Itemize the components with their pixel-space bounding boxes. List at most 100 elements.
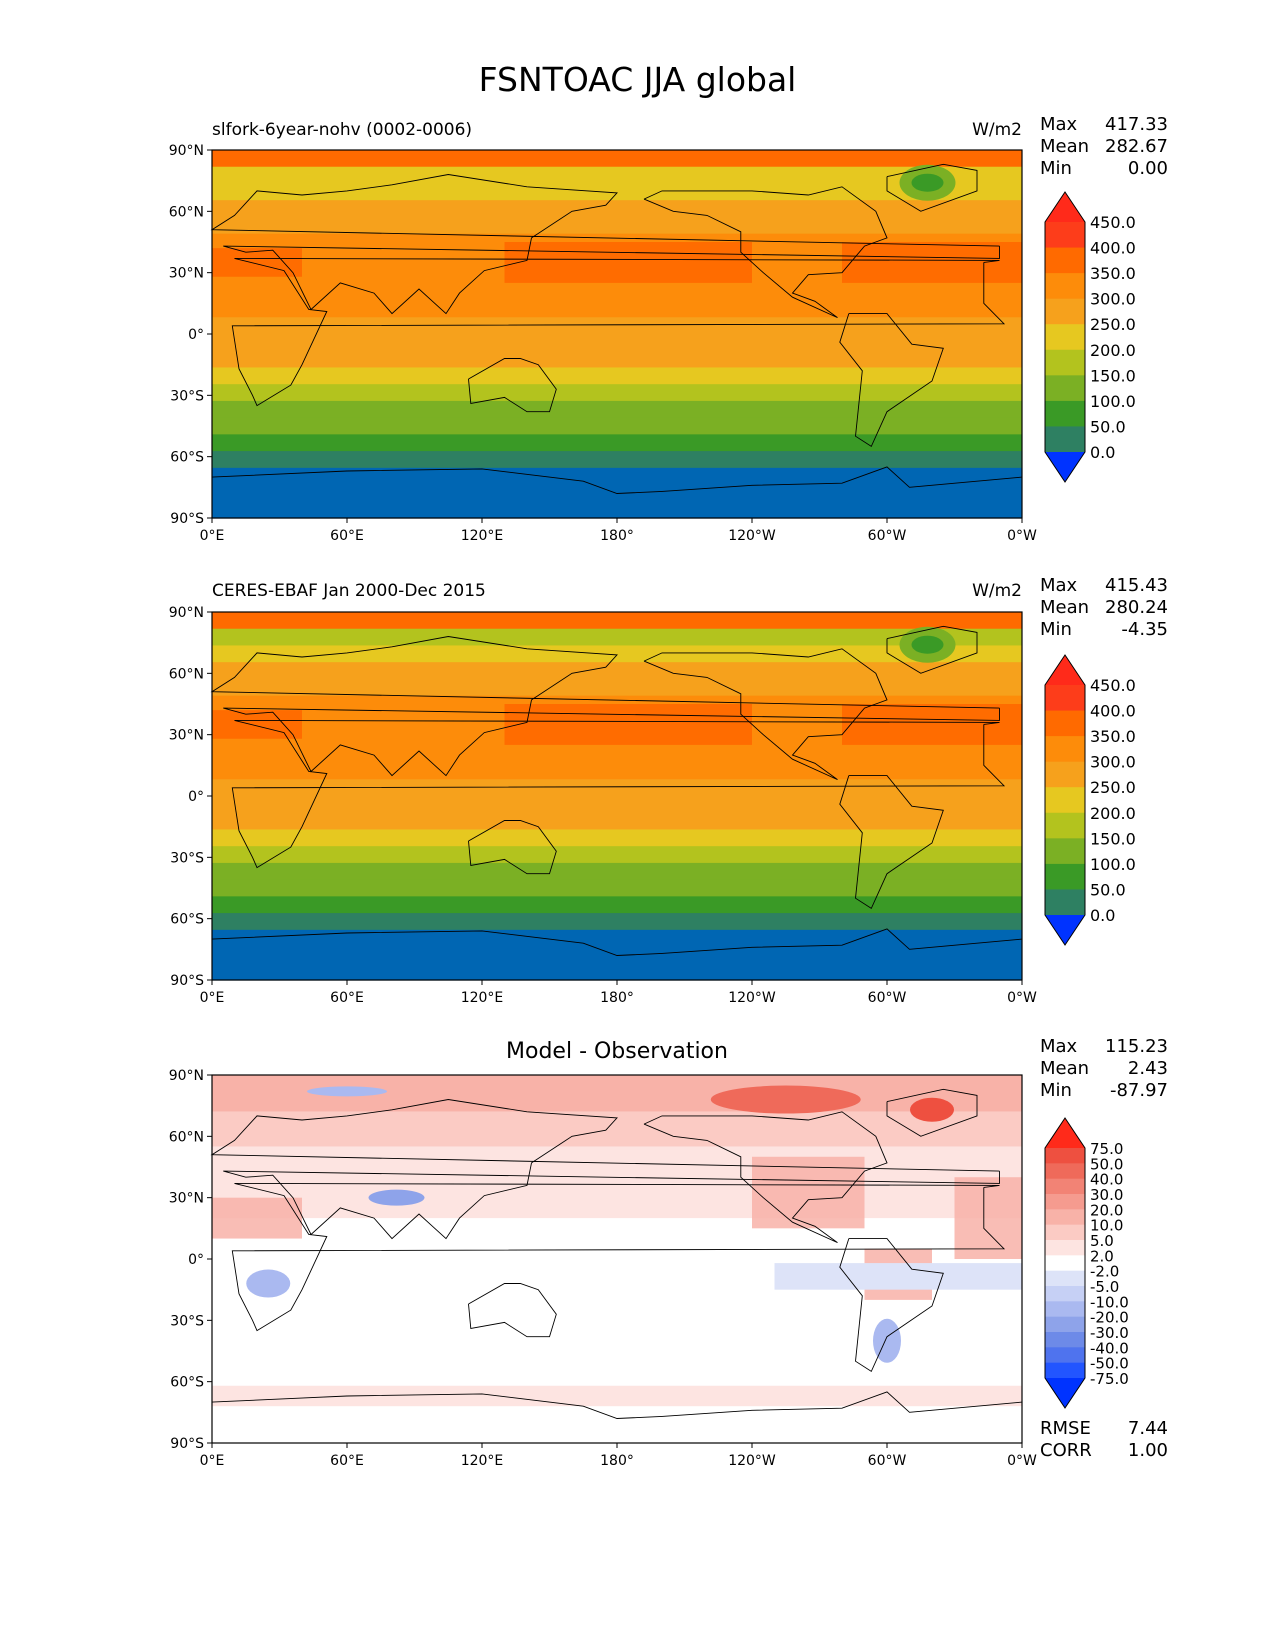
panel3-ytick-label: 0° bbox=[188, 1252, 204, 1268]
panel2-band bbox=[212, 812, 1022, 831]
panel1-band bbox=[212, 317, 1022, 335]
panel1-colorbar-label: 0.0 bbox=[1090, 443, 1115, 462]
panel3-colorbar-outline bbox=[1044, 1117, 1086, 1409]
panel2-ytick-label: 60°N bbox=[169, 666, 204, 682]
panel2-ytick-label: 60°S bbox=[170, 912, 204, 928]
panel1-coastline bbox=[231, 257, 1006, 407]
panel3-colorbar-label: -30.0 bbox=[1090, 1324, 1129, 1342]
panel1-colorbar-label: 400.0 bbox=[1090, 239, 1136, 258]
panel2-xtick-label: 120°W bbox=[728, 990, 776, 1006]
panel1-colorbar-segment bbox=[1045, 400, 1085, 427]
panel2-band bbox=[212, 963, 1022, 981]
panel3-ytick-label: 90°N bbox=[169, 1068, 204, 1084]
panel1-band bbox=[212, 451, 1022, 469]
panel1-band bbox=[212, 200, 1022, 218]
panel3-colorbar-label: 5.0 bbox=[1090, 1232, 1114, 1250]
panel2-min-value: -4.35 bbox=[1121, 619, 1168, 640]
panel1-max-value: 417.33 bbox=[1105, 114, 1168, 135]
panel3-corr-label: CORR bbox=[1040, 1440, 1092, 1461]
panel2-xtick-label: 120°E bbox=[461, 990, 504, 1006]
panel1-colorbar-label: 350.0 bbox=[1090, 264, 1136, 283]
panel2-ytick-label: 0° bbox=[188, 789, 204, 805]
panel3-xtick-label: 0°E bbox=[200, 1453, 225, 1469]
panel2-colorbar-segment bbox=[1045, 787, 1085, 814]
panel2-band bbox=[212, 628, 1022, 647]
panel2-coastline bbox=[643, 648, 888, 781]
panel2-colorbar-segment bbox=[1045, 812, 1085, 839]
panel1-colorbar-segment bbox=[1045, 349, 1085, 376]
panel2-warm-patch bbox=[504, 704, 752, 745]
panel3-coastline bbox=[839, 1238, 944, 1373]
panel1-min-label: Min bbox=[1040, 158, 1072, 179]
panel2-band bbox=[212, 913, 1022, 931]
panel2-colorbar-label: 350.0 bbox=[1090, 727, 1136, 746]
panel3-colorbar-label: -20.0 bbox=[1090, 1309, 1129, 1327]
panel2-coastline bbox=[886, 625, 978, 674]
panel3-colorbar-label: -75.0 bbox=[1090, 1370, 1129, 1388]
panel2-colorbar-label: 250.0 bbox=[1090, 778, 1136, 797]
panel2-colorbar-segment bbox=[1045, 761, 1085, 788]
panel2-ytick-label: 30°S bbox=[170, 850, 204, 866]
panel3-colorbar-label: 75.0 bbox=[1090, 1140, 1123, 1158]
panel2-colorbar-label: 400.0 bbox=[1090, 702, 1136, 721]
panel3-tibet-negative bbox=[368, 1189, 425, 1206]
panel1-mean-label: Mean bbox=[1040, 136, 1090, 157]
panel3-colorbar-label: 20.0 bbox=[1090, 1201, 1123, 1219]
panel1-colorbar-label: 50.0 bbox=[1090, 417, 1126, 436]
panel1-ytick-label: 90°N bbox=[169, 143, 204, 159]
panel3-colorbar-segment bbox=[1045, 1163, 1085, 1180]
panel1-mean-value: 282.67 bbox=[1105, 136, 1168, 157]
panel2-xtick-label: 0°W bbox=[1007, 990, 1037, 1006]
panel3-colorbar-label: -2.0 bbox=[1090, 1263, 1119, 1281]
panel2-colorbar-segment bbox=[1045, 838, 1085, 865]
panel2-coastline bbox=[210, 636, 1000, 777]
panel2-greenland-core bbox=[911, 635, 944, 654]
panel2-colorbar-bottom-extend bbox=[1045, 915, 1085, 945]
panel1-band bbox=[212, 300, 1022, 318]
panel2-colorbar-label: 0.0 bbox=[1090, 906, 1115, 925]
panel2-stats: Max 415.43 Mean 280.24 Min -4.35 bbox=[1040, 575, 1168, 641]
panel3-metrics: RMSE 7.44 CORR 1.00 bbox=[1040, 1418, 1168, 1462]
panel1-colorbar-label: 300.0 bbox=[1090, 290, 1136, 309]
panel3-colorbar-segment bbox=[1045, 1347, 1085, 1364]
panel1-min-value: 0.00 bbox=[1127, 158, 1168, 179]
panel1-coastline bbox=[886, 163, 978, 212]
panel3-colorbar-segment bbox=[1045, 1332, 1085, 1348]
panel3-colorbar-segment bbox=[1045, 1286, 1085, 1302]
panel3-colorbar-label: -40.0 bbox=[1090, 1339, 1129, 1357]
panel1-ytick-label: 30°N bbox=[169, 266, 204, 282]
panel2-warm-patch bbox=[842, 704, 1022, 745]
panel1-colorbar-label: 150.0 bbox=[1090, 366, 1136, 385]
panel3-max-label: Max bbox=[1040, 1036, 1078, 1057]
panel3-xtick-label: 120°W bbox=[728, 1453, 776, 1469]
panel2-ytick-label: 90°S bbox=[170, 973, 204, 989]
panel2-band bbox=[212, 796, 1022, 814]
panel1-colorbar: 450.0 400.0 350.0 300.0 250.0 200.0 150.0 100.0… bbox=[1044, 191, 1136, 483]
panel1-colorbar-segment bbox=[1045, 426, 1085, 453]
panel2-map bbox=[210, 612, 1023, 981]
panel2-colorbar-label: 100.0 bbox=[1090, 855, 1136, 874]
panel3-colorbar-label: -10.0 bbox=[1090, 1293, 1129, 1311]
panel1-ytick-label: 0° bbox=[188, 327, 204, 343]
panel3-coastline bbox=[643, 1111, 888, 1244]
panel3-colorbar-segment bbox=[1045, 1240, 1085, 1256]
panel3-corr-value: 1.00 bbox=[1127, 1440, 1168, 1461]
panel3-colorbar-label: 50.0 bbox=[1090, 1155, 1123, 1173]
panel2-band bbox=[212, 762, 1022, 780]
panel3-ytick-label: 30°S bbox=[170, 1313, 204, 1329]
panel3-colorbar-label: 10.0 bbox=[1090, 1217, 1123, 1235]
panel3-xtick-label: 60°E bbox=[330, 1453, 364, 1469]
panel3-colorbar-segment bbox=[1045, 1301, 1085, 1318]
panel2-colorbar-top-extend bbox=[1045, 655, 1085, 685]
panel1-band bbox=[212, 334, 1022, 352]
panel3-xtick-label: 60°W bbox=[868, 1453, 907, 1469]
panel3-colorbar: 75.050.040.030.020.010.05.02.0-2.0-5.0-1… bbox=[1044, 1117, 1129, 1409]
panel2-band bbox=[212, 745, 1022, 764]
panel3-ytick-label: 90°S bbox=[170, 1436, 204, 1452]
panel3-colorbar-label: -5.0 bbox=[1090, 1278, 1119, 1296]
panel1-band bbox=[212, 283, 1022, 302]
panel1-coastline bbox=[468, 358, 557, 413]
panel1-band bbox=[212, 150, 1022, 168]
panel1-xtick-label: 60°E bbox=[330, 528, 364, 544]
